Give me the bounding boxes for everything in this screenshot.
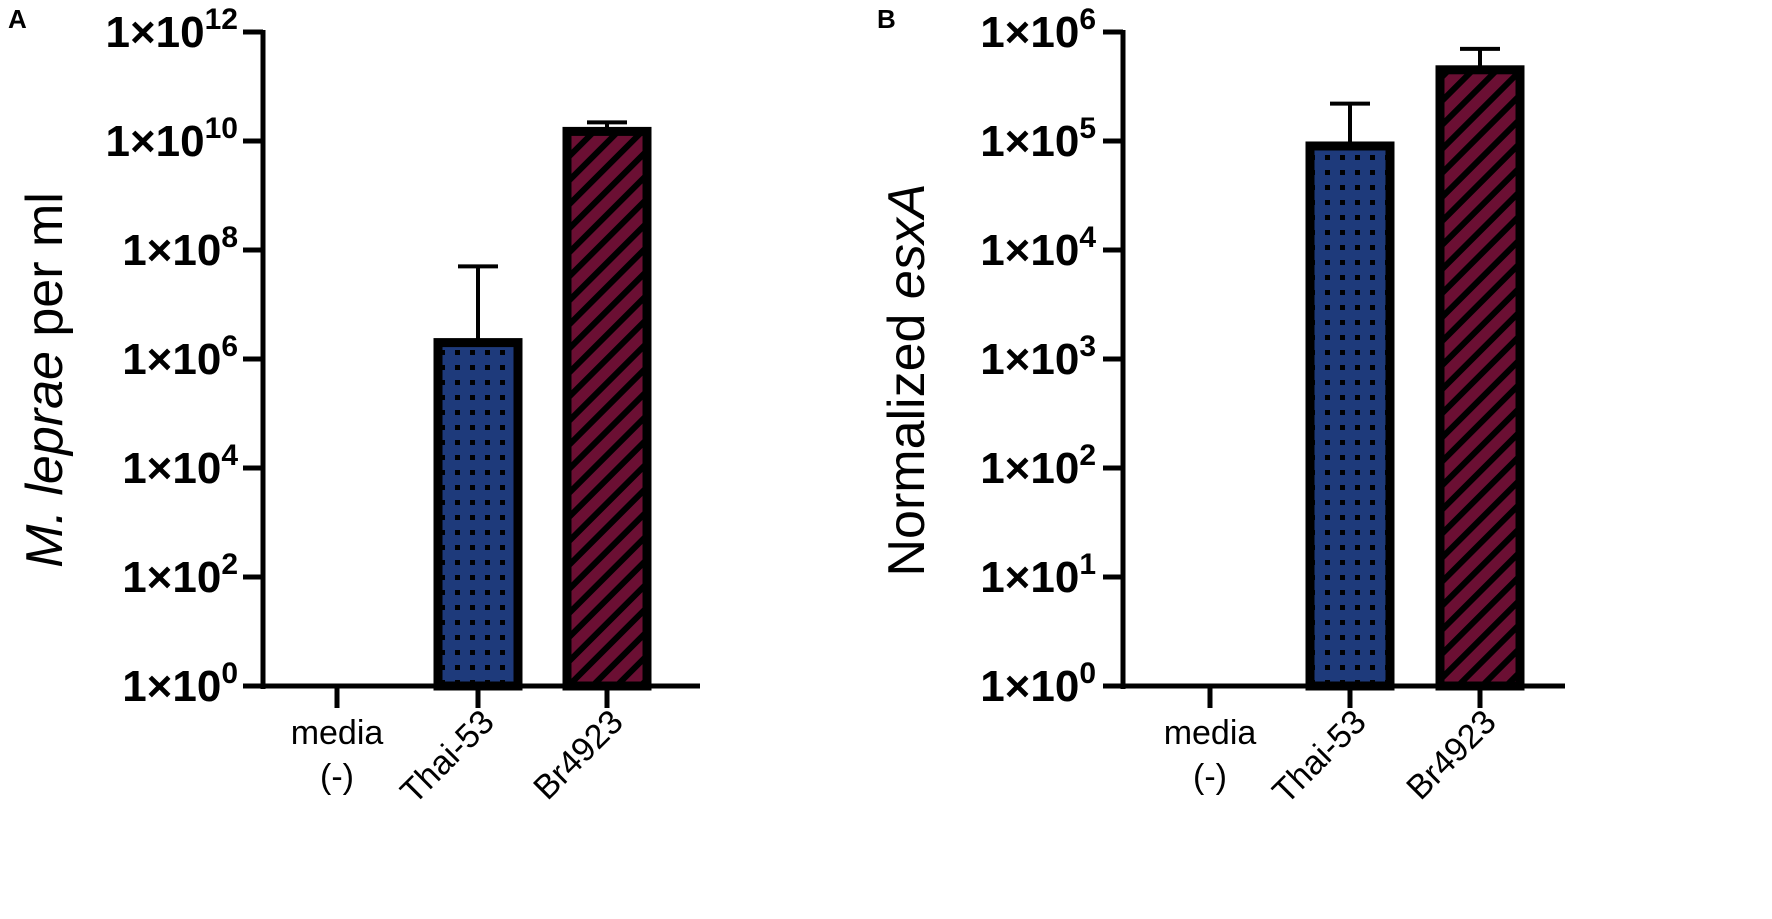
panel-a-ytick-label-0: 1×100 [122, 657, 238, 711]
panel-a-ytick-label-4: 1×108 [122, 221, 238, 275]
panel-b-y-axis-title: Normalized esxA [878, 183, 936, 576]
panel-a-category-label-0-1: (-) [320, 758, 354, 796]
panel-b-ytick-label-5: 1×105 [980, 112, 1096, 166]
panel-a-ytick-label-2: 1×104 [122, 439, 238, 493]
panel-a-category-label-1: Thai-53 [393, 703, 501, 811]
panel-b-ytick-label-0: 1×100 [980, 657, 1096, 711]
panel-a-category-label-0-0: media [291, 714, 384, 752]
panel-a-ytick-label-1: 1×102 [122, 548, 238, 602]
panel-a-ytick-label-6: 1×1012 [106, 3, 238, 57]
panel-a-bar-1 [433, 338, 523, 691]
panel-a-ytick-label-3: 1×106 [122, 330, 238, 384]
panel-b-ytick-label-4: 1×104 [980, 221, 1096, 275]
panel-b-category-label-0-1: (-) [1193, 758, 1227, 796]
panel-b-category-label-1: Thai-53 [1265, 703, 1373, 811]
panel-b-ytick-label-1: 1×101 [980, 548, 1096, 602]
panel-b-ytick-label-3: 1×103 [980, 330, 1096, 384]
panel-a-chart: A 1×100 1×102 1×104 1×106 1×108 1×1010 1×1012 me… [8, 3, 700, 811]
panel-b-category-label-0-0: media [1164, 714, 1257, 752]
panel-a-ytick-label-5: 1×1010 [106, 112, 238, 166]
panel-b-ytick-label-6: 1×106 [980, 3, 1096, 57]
panel-a-bar-2 [562, 126, 652, 691]
panel-a-letter: A [8, 4, 27, 34]
panel-b-ytick-label-2: 1×102 [980, 439, 1096, 493]
panel-b-chart: B 1×100 1×101 1×102 1×103 1×104 1×105 1×106 medi… [877, 3, 1565, 811]
panel-a-category-label-2: Br4923 [526, 703, 630, 807]
panel-b-bar-2 [1435, 65, 1525, 691]
panel-a-y-axis-title: M. leprae per ml [16, 192, 74, 568]
panel-b-letter: B [877, 4, 896, 34]
panel-b-category-label-2: Br4923 [1399, 703, 1503, 807]
panel-b-bar-1 [1305, 141, 1395, 691]
